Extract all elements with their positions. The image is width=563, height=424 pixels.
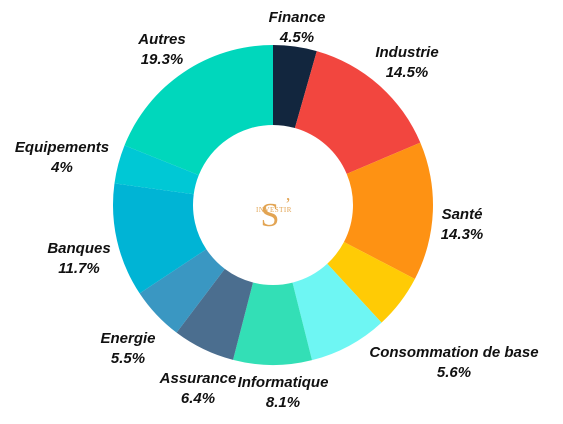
slice-label: Autres: [137, 31, 186, 48]
slice-1: [294, 51, 421, 174]
slice-percent-label: 14.3%: [441, 226, 484, 243]
slice-label: Assurance: [159, 370, 237, 387]
slice-label: Informatique: [238, 374, 329, 391]
slice-percent-label: 4.5%: [279, 29, 314, 46]
slice-label: Santé: [442, 206, 483, 223]
slice-percent-label: 8.1%: [266, 394, 300, 411]
slice-10: [124, 45, 273, 176]
slice-percent-label: 5.5%: [111, 350, 145, 367]
center-logo: S ’ INVESTIR: [256, 194, 292, 234]
slice-label: Finance: [269, 9, 326, 26]
slice-3: [327, 241, 415, 323]
slice-label: Energie: [100, 330, 155, 347]
slice-percent-label: 6.4%: [181, 390, 215, 407]
logo-text: INVESTIR: [256, 206, 292, 214]
slice-4: [292, 263, 382, 361]
slice-5: [233, 282, 313, 365]
slice-9: [114, 145, 199, 195]
slice-percent-label: 19.3%: [141, 51, 184, 68]
slice-label: Consommation de base: [369, 344, 538, 361]
logo-apostrophe: ’: [285, 194, 291, 214]
slice-7: [139, 249, 225, 333]
slice-label: Banques: [47, 240, 110, 257]
slice-percent-label: 4%: [50, 159, 73, 176]
slice-percent-label: 5.6%: [437, 364, 471, 381]
slice-8: [113, 183, 207, 294]
labels-group: Finance 4.5% Industrie 14.5% Santé 14.3% Conso…: [15, 9, 539, 411]
slice-label: Industrie: [375, 44, 438, 61]
slices-group: [113, 45, 433, 365]
slice-0: [273, 45, 317, 129]
slice-percent-label: 14.5%: [386, 64, 429, 81]
slice-2: [343, 142, 433, 279]
logo-initial: S: [261, 197, 280, 234]
slice-label: Equipements: [15, 139, 109, 156]
slice-percent-label: 11.7%: [58, 260, 99, 277]
slice-6: [176, 268, 254, 360]
